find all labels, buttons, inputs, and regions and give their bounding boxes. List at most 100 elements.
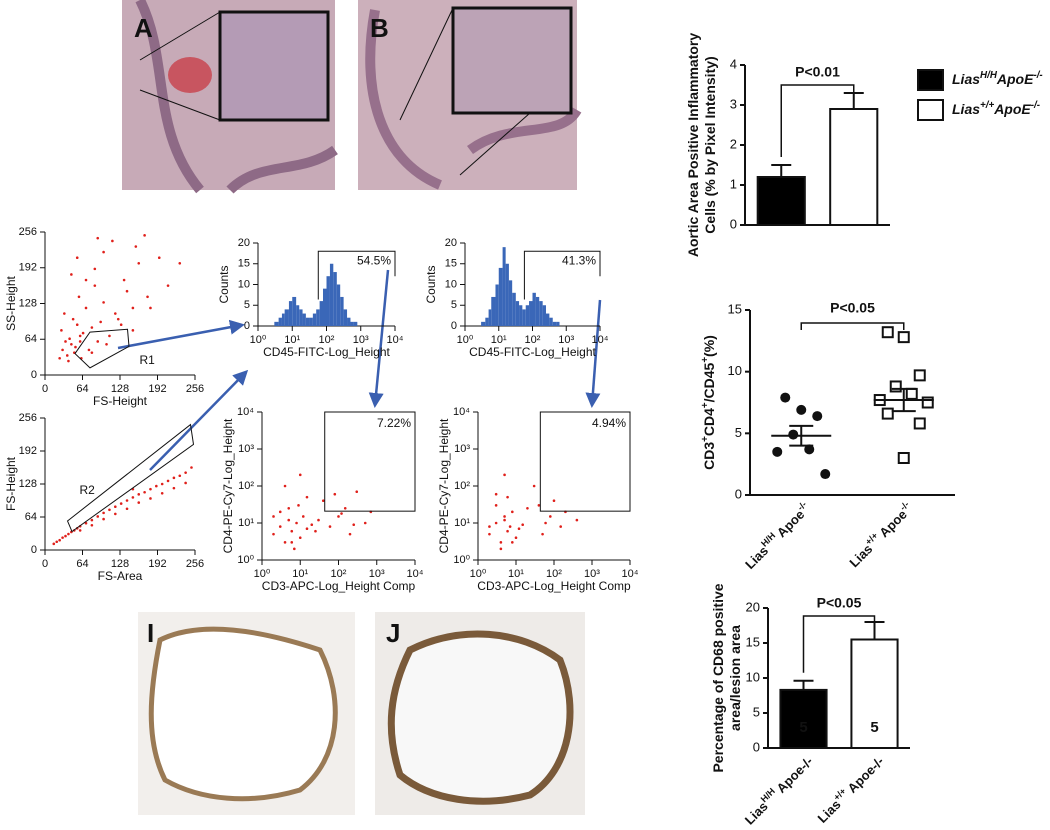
bar	[756, 176, 806, 226]
histogram-bar	[292, 296, 297, 326]
gate	[523, 250, 601, 300]
rotated-label: Percentage of CD68 positive area/lesion a…	[710, 583, 743, 772]
point	[178, 474, 182, 478]
point	[58, 356, 61, 360]
x-tick-label: 10¹	[292, 568, 308, 580]
point	[96, 340, 100, 343]
point	[64, 340, 67, 343]
histogram-bar	[495, 284, 499, 326]
panel-letter: I	[147, 618, 154, 648]
point	[272, 532, 275, 536]
point	[812, 411, 823, 422]
x-tick-label: 10³	[584, 568, 600, 580]
annotation: R1	[140, 353, 156, 367]
y-axis-label: CD3+CD4+/CD45+(%)	[700, 335, 717, 470]
label-part: +	[700, 402, 711, 408]
x-tick-label: 10²	[331, 568, 347, 580]
point	[544, 521, 547, 525]
x-tick-label: 10²	[546, 568, 562, 580]
point	[283, 484, 287, 488]
rotated-label: Counts	[424, 265, 438, 303]
legend-label: LiasH/HApoE-/-	[952, 70, 1043, 87]
point	[521, 523, 524, 526]
x-axis-label: FS-Height	[93, 394, 148, 408]
micrograph-b: B	[358, 0, 582, 190]
point	[149, 306, 152, 310]
x-tick-label: 64	[76, 383, 88, 395]
point	[78, 529, 82, 532]
point	[287, 506, 291, 510]
point	[166, 479, 170, 483]
point	[575, 518, 579, 522]
x-axis-label: FS-Area	[98, 569, 143, 583]
x-tick-label: LiasH/H Apoe-/-	[741, 500, 814, 573]
rotated-label: Counts	[217, 265, 231, 303]
label-part: H/H	[980, 70, 998, 81]
point	[494, 504, 498, 507]
histogram-bar	[299, 309, 303, 326]
point	[63, 312, 66, 315]
point	[143, 490, 146, 494]
histogram-bar	[529, 301, 533, 326]
point	[134, 245, 138, 248]
point	[314, 529, 317, 533]
histogram-bar	[278, 317, 282, 326]
annotation: 41.3%	[562, 253, 596, 267]
point	[352, 523, 356, 526]
point	[503, 518, 506, 522]
x-axis-label: CD3-APC-Log_Height Comp	[477, 579, 631, 593]
rotated-label: Aortic Area Positive Inflammatory Cells (…	[685, 33, 718, 258]
point	[278, 510, 282, 514]
rotated-label: FS-Height	[4, 456, 18, 511]
y-tick-label: 10²	[454, 480, 470, 492]
y-tick-label: 20	[445, 237, 457, 249]
x-tick-label: 0	[42, 383, 48, 395]
point	[541, 532, 544, 536]
y-tick-label: 3	[730, 96, 737, 111]
point	[343, 506, 347, 510]
point	[881, 407, 894, 420]
point	[99, 320, 102, 324]
histogram-bar	[535, 296, 540, 326]
rotated-label: CD4-PE-Cy7-Log_Height	[221, 418, 235, 553]
y-tick-label: 10⁴	[453, 406, 470, 418]
histogram-bar	[512, 292, 516, 326]
point	[78, 334, 82, 338]
point	[52, 542, 56, 546]
point	[506, 529, 509, 533]
x-tick-label: 10³	[369, 568, 385, 580]
y-axis-label: Cells (% by Pixel Intensity)	[702, 56, 718, 233]
y-tick-label: 1	[730, 176, 737, 191]
rotated-label: LiasH/H Apoe-/-	[742, 754, 816, 828]
rotated-label: LiasH/H Apoe-/-	[741, 500, 814, 573]
point	[111, 239, 114, 243]
histogram-bar	[542, 305, 546, 326]
point	[499, 541, 503, 544]
point	[514, 536, 518, 540]
point	[64, 534, 67, 538]
point	[913, 417, 926, 430]
annotation: P<0.05	[830, 300, 875, 316]
panel-letter: B	[370, 13, 389, 43]
point	[119, 323, 123, 327]
y-tick-label: 15	[445, 258, 457, 270]
point	[290, 541, 294, 544]
point	[146, 295, 149, 299]
annotation: R2	[80, 483, 96, 497]
point	[537, 504, 541, 507]
point	[75, 256, 79, 259]
y-tick-label: 64	[25, 511, 37, 523]
point	[278, 525, 282, 528]
point	[108, 334, 111, 338]
x-tick-label: 10⁰	[254, 568, 271, 580]
bar-count: 5	[870, 719, 878, 736]
histogram-bar	[305, 317, 310, 326]
x-tick-label: 0	[42, 558, 48, 570]
y-tick-label: 15	[728, 301, 742, 316]
x-tick-label: 10²	[525, 334, 541, 346]
y-axis-label: CD4-PE-Cy7-Log_Height	[221, 418, 235, 553]
histogram-bar	[347, 317, 351, 326]
point	[532, 484, 536, 488]
point	[160, 491, 164, 495]
